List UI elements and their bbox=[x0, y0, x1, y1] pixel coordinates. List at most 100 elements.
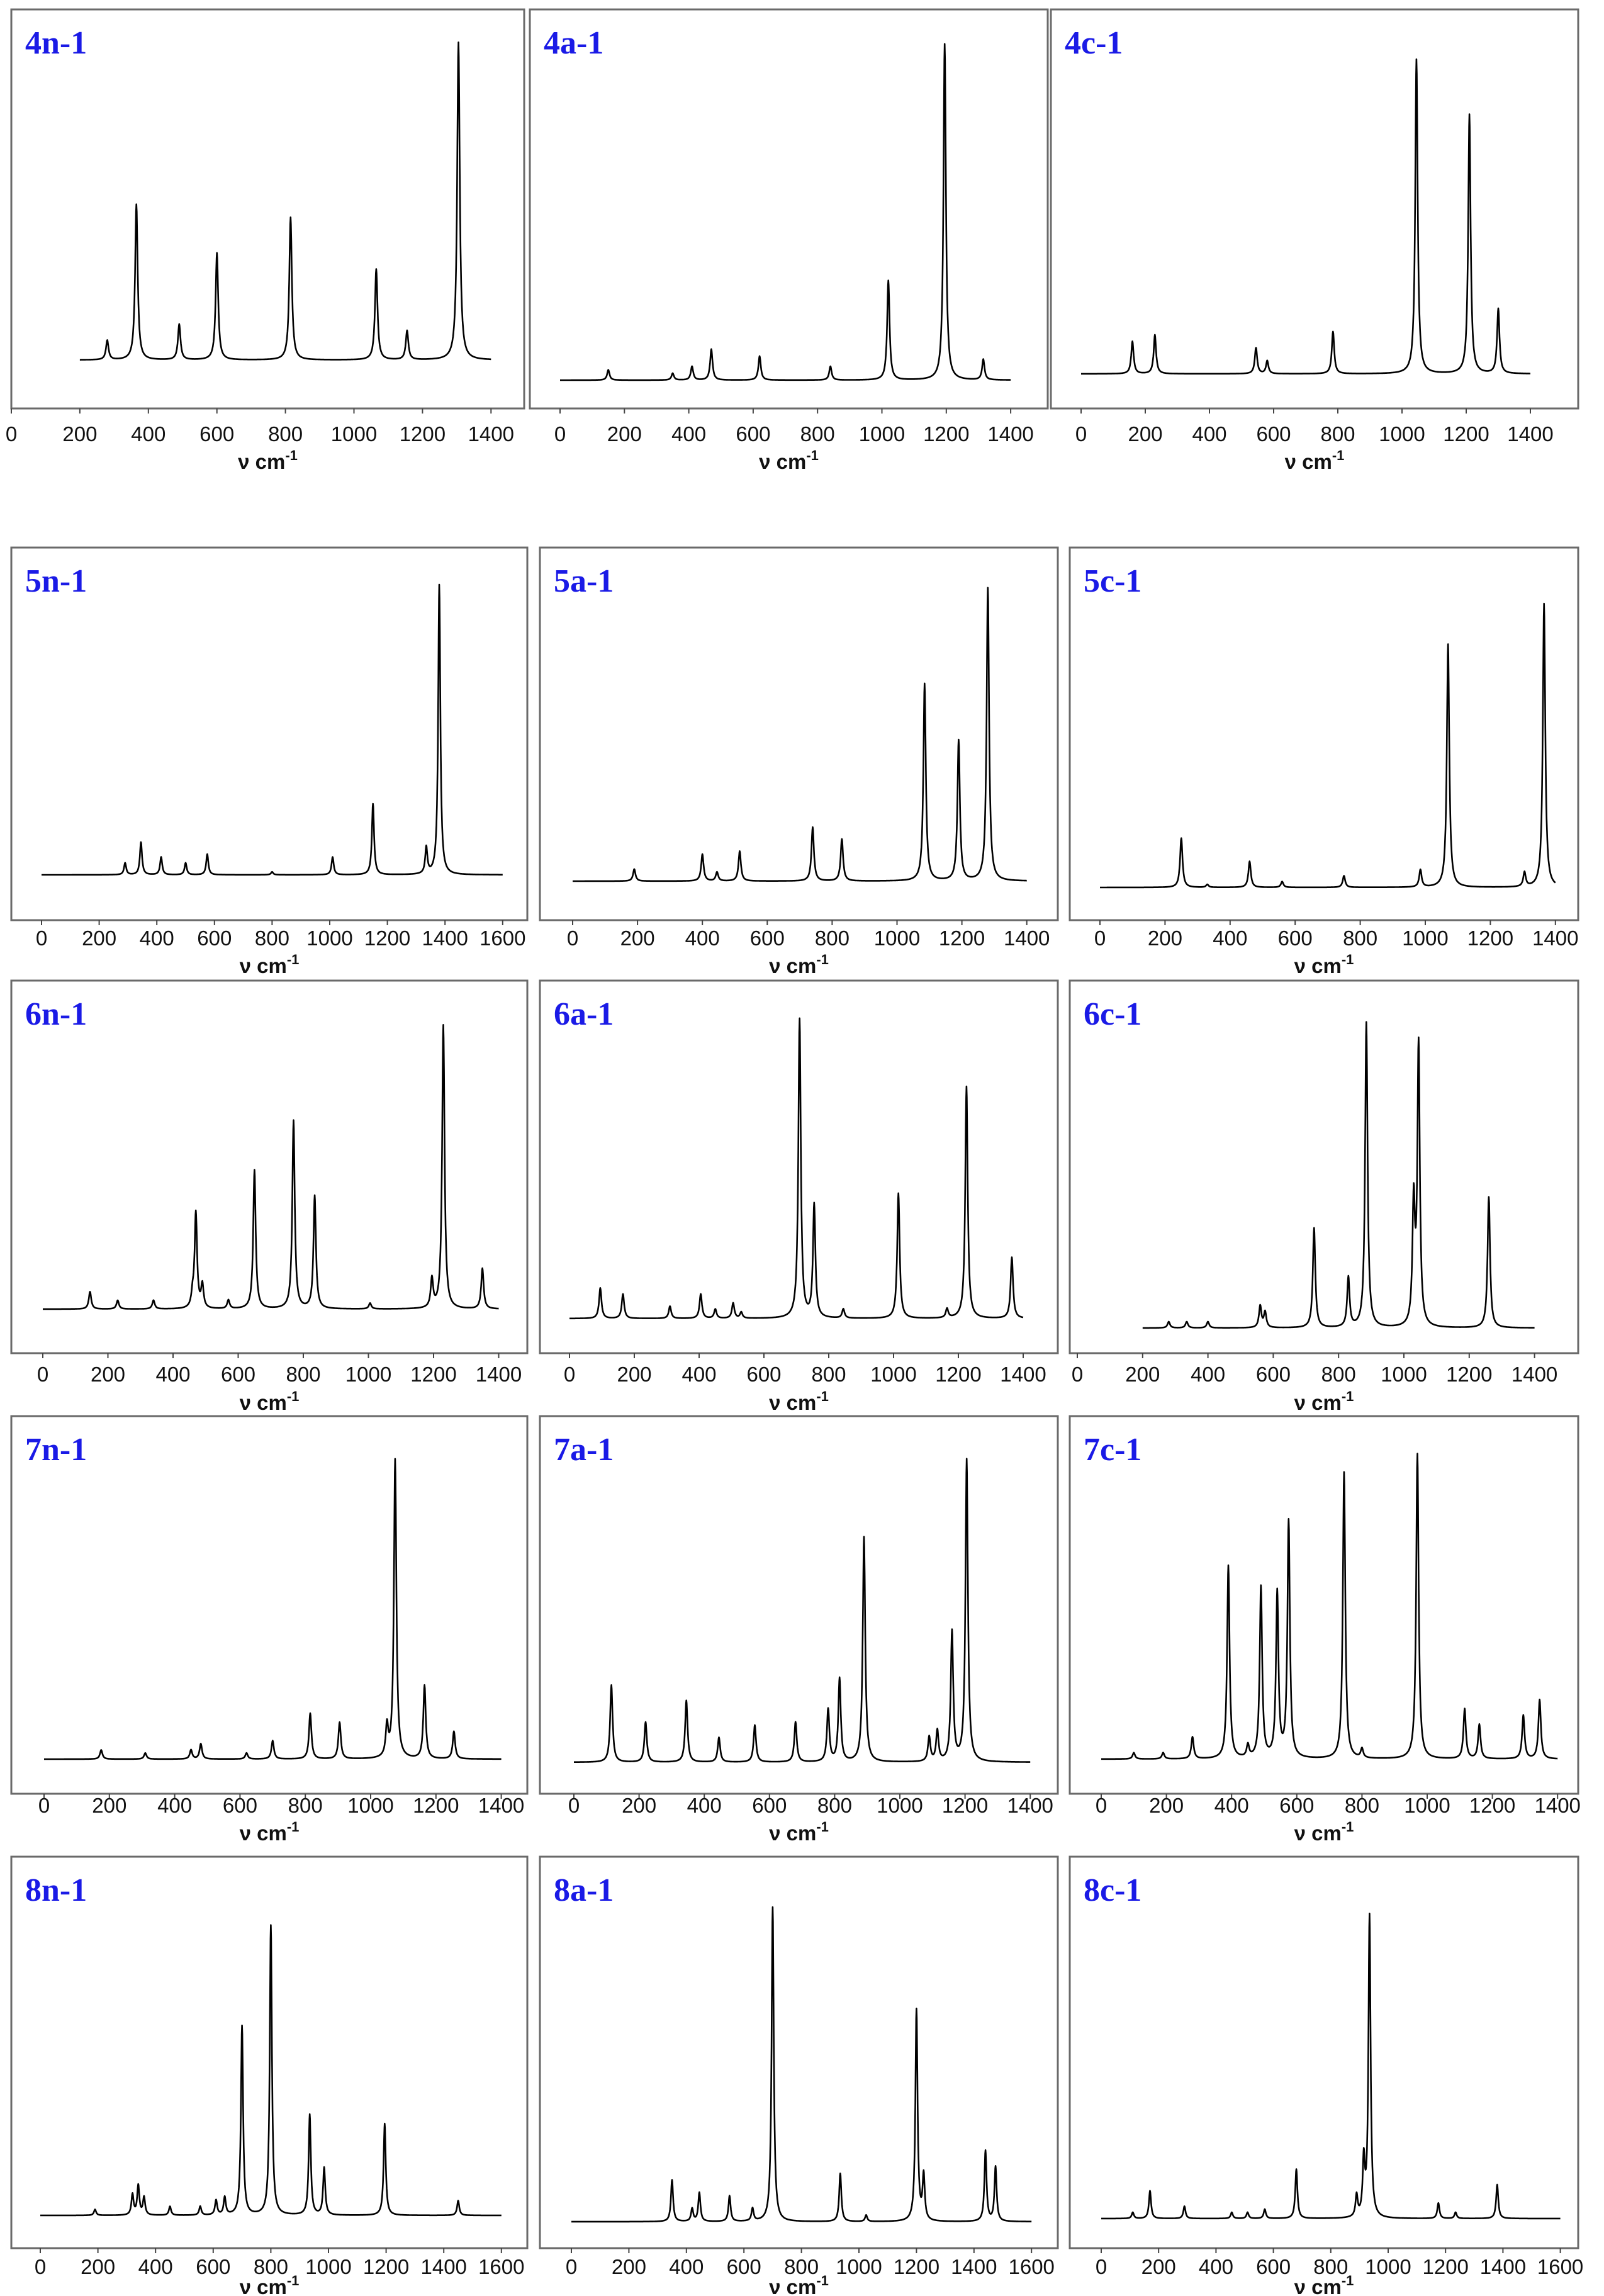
x-tick-label: 1200 bbox=[413, 1794, 459, 1817]
panel-frame bbox=[10, 1855, 529, 2249]
x-tick-label: 1200 bbox=[1422, 2255, 1468, 2278]
panel-title: 4n-1 bbox=[25, 25, 87, 61]
x-tick-label: 0 bbox=[567, 926, 578, 950]
x-axis-label: ν cm-1 bbox=[769, 952, 829, 977]
x-tick-label: 1000 bbox=[331, 422, 377, 446]
x-tick-label: 1400 bbox=[1534, 1794, 1580, 1817]
panel-4a-1: 4a-1 0 200 400 600 800 1000 1200 1400 ν cm-1 bbox=[529, 8, 1049, 473]
x-tick-label: 1200 bbox=[1469, 1794, 1515, 1817]
panel-4n-1: 4n-1 0 200 400 600 800 1000 1200 1400 ν cm-1 bbox=[6, 8, 525, 473]
x-tick-label: 800 bbox=[254, 2255, 288, 2278]
panel-frame bbox=[10, 979, 529, 1354]
x-tick-label: 800 bbox=[1320, 422, 1355, 446]
panel-frame bbox=[10, 1415, 529, 1795]
x-tick-label: 800 bbox=[800, 422, 835, 446]
panel-frame bbox=[1068, 546, 1579, 921]
x-axis-label: ν cm-1 bbox=[1294, 1819, 1354, 1845]
panel-frame bbox=[10, 8, 525, 410]
x-tick-label: 1000 bbox=[859, 422, 905, 446]
x-tick-label: 1400 bbox=[1000, 1363, 1046, 1386]
spectrum-line bbox=[1080, 58, 1531, 375]
x-tick-label: 0 bbox=[564, 1363, 575, 1386]
panel-frame bbox=[529, 8, 1049, 410]
x-tick-label: 0 bbox=[35, 2255, 46, 2278]
spectrum-line bbox=[42, 1024, 500, 1310]
x-tick-label: 800 bbox=[1345, 1794, 1379, 1817]
spectrum-line bbox=[572, 587, 1028, 882]
x-tick-label: 400 bbox=[1213, 926, 1247, 950]
x-tick-label: 400 bbox=[157, 1794, 192, 1817]
x-axis-label: ν cm-1 bbox=[1285, 447, 1345, 473]
panel-title: 5n-1 bbox=[25, 563, 87, 599]
x-tick-label: 0 bbox=[1072, 1363, 1083, 1386]
x-tick-label: 1600 bbox=[1008, 2255, 1054, 2278]
x-tick-label: 1000 bbox=[870, 1363, 916, 1386]
x-tick-label: 0 bbox=[568, 1794, 580, 1817]
x-tick-label: 1000 bbox=[347, 1794, 393, 1817]
x-tick-label: 800 bbox=[811, 1363, 846, 1386]
panel-frame bbox=[10, 546, 529, 921]
spectrum-line bbox=[40, 1924, 502, 2217]
x-axis-label: ν cm-1 bbox=[1294, 2273, 1354, 2296]
spectrum-line bbox=[1101, 1912, 1561, 2220]
x-tick-label: 800 bbox=[288, 1794, 323, 1817]
x-tick-label: 1000 bbox=[1365, 2255, 1411, 2278]
panel-6c-1: 6c-1 0 200 400 600 800 1000 1200 1400 ν cm-1 bbox=[1068, 979, 1579, 1414]
panel-frame bbox=[1068, 1415, 1579, 1795]
x-tick-label: 400 bbox=[155, 1363, 190, 1386]
x-tick-label: 800 bbox=[268, 422, 303, 446]
x-tick-label: 400 bbox=[1214, 1794, 1249, 1817]
x-tick-label: 0 bbox=[1096, 2255, 1107, 2278]
panel-frame bbox=[539, 1415, 1059, 1795]
panel-title: 4c-1 bbox=[1065, 25, 1123, 61]
x-tick-label: 200 bbox=[1148, 926, 1182, 950]
x-tick-label: 1400 bbox=[420, 2255, 466, 2278]
x-tick-label: 200 bbox=[91, 1363, 125, 1386]
x-tick-label: 200 bbox=[92, 1794, 126, 1817]
panel-title: 8a-1 bbox=[554, 1872, 614, 1908]
x-axis-label: ν cm-1 bbox=[769, 2273, 829, 2296]
panel-7n-1: 7n-1 0 200 400 600 800 1000 1200 1400 ν cm-1 bbox=[10, 1415, 529, 1845]
panel-frame bbox=[1068, 1855, 1579, 2249]
x-tick-label: 400 bbox=[1199, 2255, 1233, 2278]
panel-6a-1: 6a-1 0 200 400 600 800 1000 1200 1400 ν cm-1 bbox=[539, 979, 1059, 1414]
spectrum-line bbox=[79, 41, 492, 361]
spectrum-line bbox=[573, 1458, 1031, 1763]
x-tick-label: 1000 bbox=[877, 1794, 923, 1817]
x-tick-label: 600 bbox=[1278, 926, 1313, 950]
x-tick-label: 400 bbox=[1192, 422, 1226, 446]
x-axis-label: ν cm-1 bbox=[240, 1388, 300, 1414]
panel-title: 7n-1 bbox=[25, 1432, 87, 1468]
x-axis-label: ν cm-1 bbox=[240, 1819, 300, 1845]
x-tick-label: 600 bbox=[1256, 422, 1291, 446]
x-tick-label: 800 bbox=[1313, 2255, 1348, 2278]
x-tick-label: 200 bbox=[622, 1794, 656, 1817]
x-tick-label: 400 bbox=[685, 926, 720, 950]
x-tick-label: 200 bbox=[1149, 1794, 1184, 1817]
x-tick-label: 400 bbox=[140, 926, 174, 950]
x-tick-label: 600 bbox=[1256, 1363, 1291, 1386]
x-tick-label: 600 bbox=[746, 1363, 781, 1386]
x-tick-label: 1600 bbox=[480, 926, 525, 950]
x-tick-label: 1200 bbox=[364, 926, 410, 950]
x-tick-label: 1200 bbox=[1443, 422, 1489, 446]
x-tick-label: 1000 bbox=[305, 2255, 351, 2278]
x-tick-label: 1600 bbox=[1537, 2255, 1583, 2278]
x-tick-label: 1400 bbox=[422, 926, 468, 950]
x-tick-label: 1000 bbox=[345, 1363, 391, 1386]
x-tick-label: 1000 bbox=[1404, 1794, 1450, 1817]
x-axis-label: ν cm-1 bbox=[769, 1819, 829, 1845]
panel-title: 6c-1 bbox=[1084, 996, 1141, 1032]
panel-title: 5a-1 bbox=[554, 563, 614, 599]
x-tick-label: 1200 bbox=[894, 2255, 939, 2278]
x-tick-label: 0 bbox=[37, 1363, 48, 1386]
x-tick-label: 0 bbox=[554, 422, 566, 446]
x-tick-label: 600 bbox=[196, 2255, 230, 2278]
x-tick-label: 600 bbox=[1279, 1794, 1314, 1817]
x-tick-label: 400 bbox=[131, 422, 165, 446]
panel-frame bbox=[539, 1855, 1059, 2249]
x-tick-label: 1000 bbox=[1402, 926, 1448, 950]
x-axis-label: ν cm-1 bbox=[238, 447, 298, 473]
spectrum-line bbox=[569, 1017, 1024, 1320]
